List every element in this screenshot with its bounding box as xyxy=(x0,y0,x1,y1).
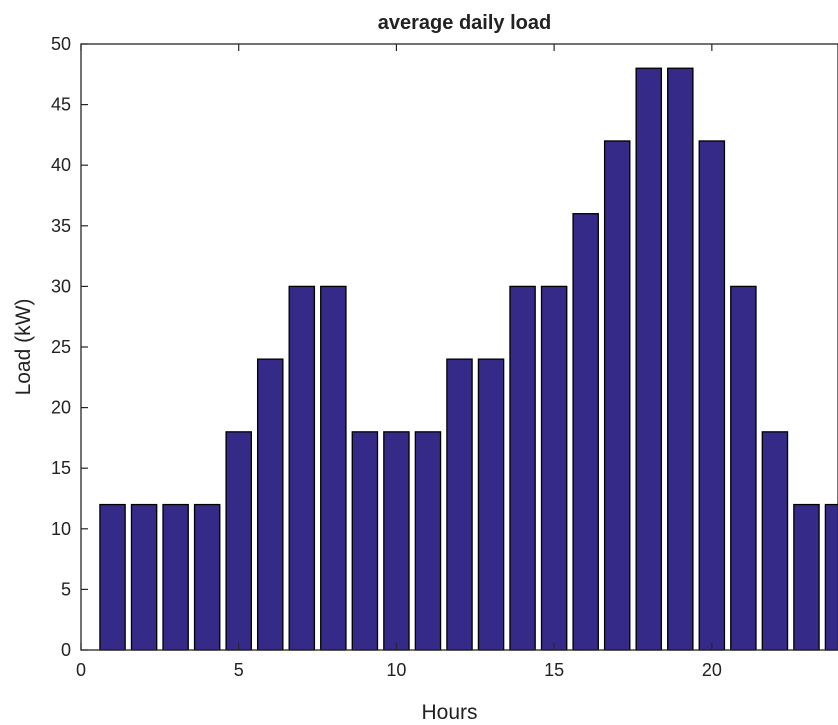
bar-hour-6 xyxy=(256,358,284,651)
ticks xyxy=(80,43,713,651)
tick-labels: 0 5 10 15 20 0 5 10 15 20 25 30 35 40 45 50 xyxy=(51,34,722,680)
bar-hour-2 xyxy=(130,503,158,651)
bar-hour-5 xyxy=(225,431,252,651)
bar-hour-19 xyxy=(667,67,694,651)
x-tick-label: 0 xyxy=(76,660,86,680)
y-tick-label: 45 xyxy=(51,95,71,115)
y-tick-label: 30 xyxy=(51,276,71,296)
y-tick-label: 25 xyxy=(51,337,71,357)
bar-hour-21 xyxy=(730,285,757,651)
x-axis-title: Hours xyxy=(421,701,477,724)
bar-hour-7 xyxy=(288,285,316,651)
bar-hour-24 xyxy=(824,503,838,651)
bar-hour-23 xyxy=(793,503,820,651)
bar-hour-13 xyxy=(477,358,505,651)
bar-hour-8 xyxy=(320,285,347,651)
x-tick-label: 5 xyxy=(234,660,244,680)
bar-hour-11 xyxy=(414,431,442,651)
y-tick-label: 5 xyxy=(61,579,71,599)
bar-hour-17 xyxy=(603,140,631,651)
y-tick-label: 15 xyxy=(51,458,71,478)
bar-hour-22 xyxy=(761,431,789,651)
x-tick-label: 20 xyxy=(702,660,722,680)
bar-hour-16 xyxy=(572,213,599,651)
y-tick-label: 0 xyxy=(61,640,71,660)
bar-hour-18 xyxy=(635,67,663,651)
x-tick-label: 15 xyxy=(544,660,564,680)
x-tick-label: 10 xyxy=(386,660,406,680)
y-tick-label: 50 xyxy=(51,34,71,54)
y-axis-title: Load (kW) xyxy=(12,299,35,396)
bar-hour-3 xyxy=(162,503,189,651)
bar-hour-12 xyxy=(446,358,473,651)
bar-hour-9 xyxy=(351,431,379,651)
y-tick-label: 35 xyxy=(51,216,71,236)
bar-hour-20 xyxy=(698,140,726,651)
bars xyxy=(99,67,838,651)
bar-hour-15 xyxy=(540,285,568,651)
bar-hour-1 xyxy=(99,503,126,651)
y-tick-label: 10 xyxy=(51,519,71,539)
bar-hour-4 xyxy=(193,503,221,651)
y-tick-label: 20 xyxy=(51,398,71,418)
bar-hour-14 xyxy=(509,285,536,651)
bar-hour-10 xyxy=(383,431,410,651)
y-tick-label: 40 xyxy=(51,155,71,175)
chart-title: average daily load xyxy=(378,12,551,34)
